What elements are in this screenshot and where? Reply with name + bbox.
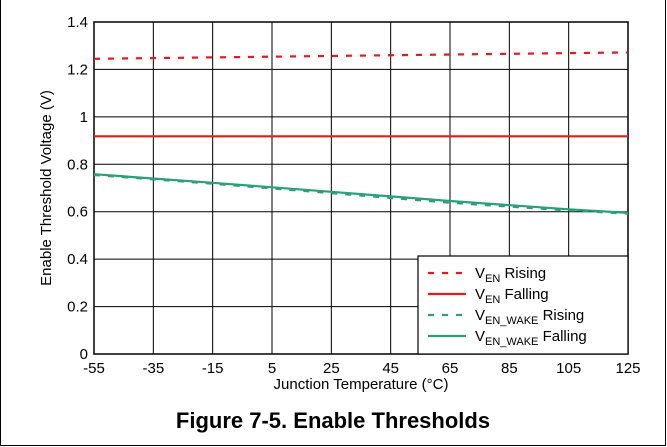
- figure-caption: Figure 7-5. Enable Thresholds: [175, 408, 491, 433]
- series-line-0: [93, 51, 629, 60]
- y-axis-label: Enable Threshold Voltage (V): [38, 90, 55, 286]
- x-tick-label-7: 85: [501, 360, 518, 377]
- plot-area-border: [93, 21, 629, 355]
- y-tick-label-7: 1.4: [67, 14, 88, 31]
- legend-label-2: VEN_WAKE Rising: [475, 307, 584, 327]
- y-tick-label-4: 0.8: [67, 156, 88, 173]
- y-tick-label-3: 0.6: [67, 204, 88, 221]
- x-tick-label-3: 5: [268, 360, 276, 377]
- x-axis-label: Junction Temperature (°C): [274, 376, 449, 393]
- y-tick-label-1: 0.2: [67, 299, 88, 316]
- x-tick-label-2: -15: [202, 360, 224, 377]
- legend-label-3: VEN_WAKE Falling: [475, 328, 587, 348]
- x-tick-label-0: -55: [83, 360, 105, 377]
- x-tick-label-8: 105: [556, 360, 581, 377]
- y-tick-label-6: 1.2: [67, 61, 88, 78]
- x-tick-label-4: 25: [323, 360, 340, 377]
- legend-label-0: VEN Rising: [475, 265, 546, 285]
- y-tick-label-2: 0.4: [67, 251, 88, 268]
- plot-border-rect: [93, 21, 629, 355]
- series-line-3: [93, 173, 629, 214]
- y-tick-label-5: 1: [80, 109, 88, 126]
- x-tick-label-6: 65: [442, 360, 459, 377]
- y-tick-label-0: 0: [80, 346, 88, 363]
- series-lines: [93, 51, 629, 215]
- x-tick-label-5: 45: [382, 360, 399, 377]
- x-tick-label-9: 125: [615, 360, 640, 377]
- legend-label-1: VEN Falling: [475, 286, 549, 306]
- x-tick-label-1: -35: [142, 360, 164, 377]
- tick-labels: -55 -35 -15 5 25 45 65 85 105 125 0 0.2 0.4 0.6 0.8 1 1.…: [67, 14, 640, 377]
- legend-box: [417, 255, 629, 355]
